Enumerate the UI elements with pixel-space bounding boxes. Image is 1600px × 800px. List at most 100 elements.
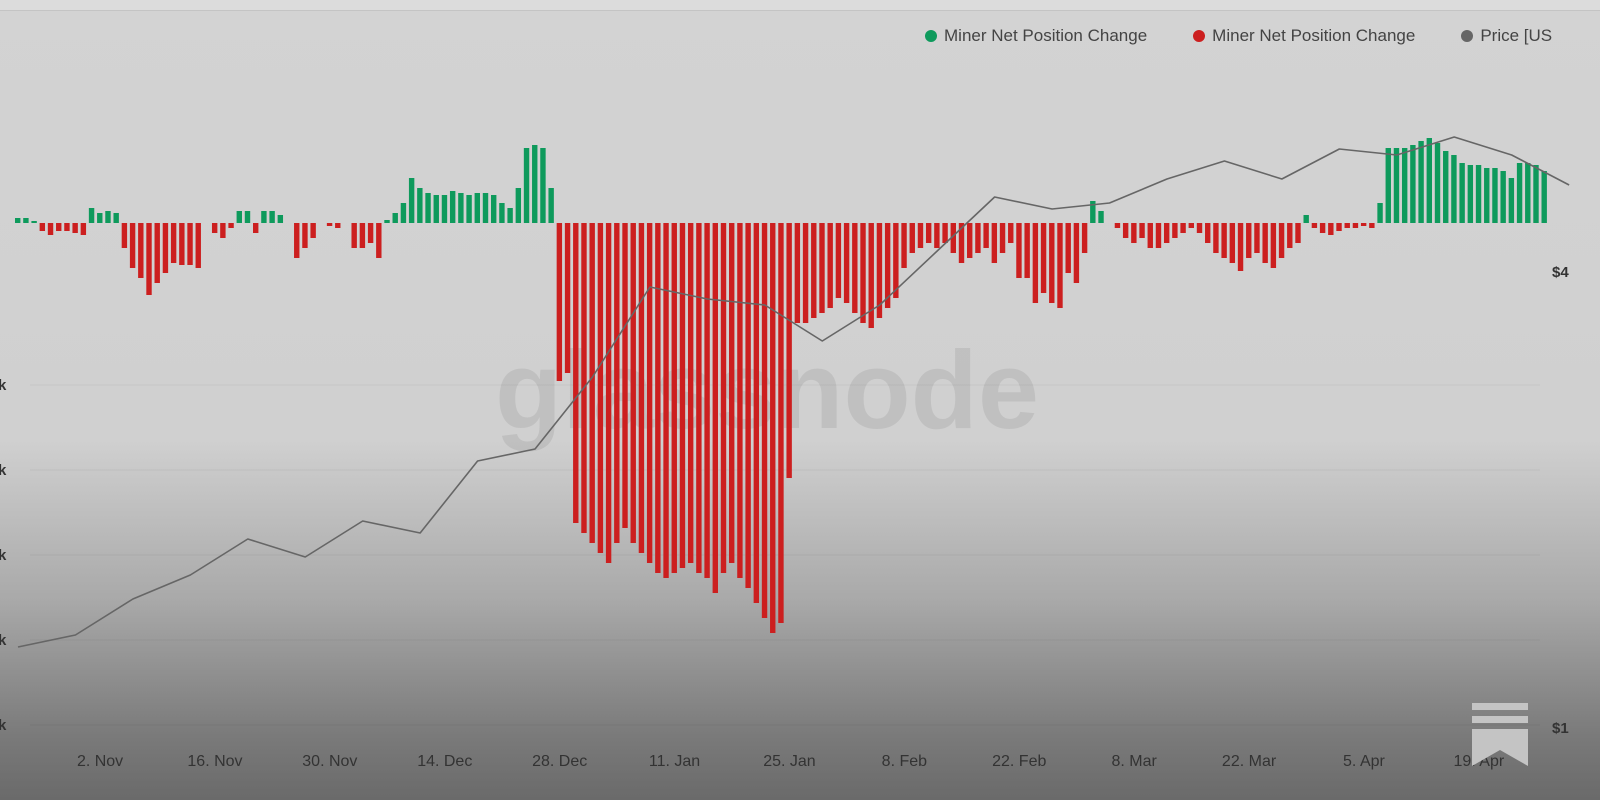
legend-item-red[interactable]: Miner Net Position Change xyxy=(1193,26,1415,46)
left-axis-tick: k xyxy=(0,632,7,649)
bar-negative xyxy=(819,223,825,313)
bar-negative xyxy=(589,223,595,543)
bar-positive xyxy=(417,188,423,223)
left-axis-tick: k xyxy=(0,547,7,564)
bar-positive xyxy=(23,218,29,223)
bar-positive xyxy=(1090,201,1096,223)
bar-negative xyxy=(893,223,899,298)
bar-negative xyxy=(1147,223,1153,248)
bar-positive xyxy=(441,195,448,223)
bar-positive xyxy=(548,188,554,223)
legend-item-price[interactable]: Price [US xyxy=(1461,26,1552,46)
bar-negative xyxy=(934,223,940,248)
bar-negative xyxy=(1139,223,1145,238)
bar-positive xyxy=(1418,141,1424,223)
bar-negative xyxy=(614,223,620,543)
bar-negative xyxy=(80,223,87,235)
bar-negative xyxy=(827,223,833,308)
bar-negative xyxy=(843,223,850,303)
bar-positive xyxy=(1426,138,1433,223)
bar-negative xyxy=(359,223,366,248)
bar-positive xyxy=(1410,145,1416,223)
bar-positive xyxy=(1492,168,1498,223)
bar-negative xyxy=(47,223,54,235)
bar-negative xyxy=(1237,223,1244,271)
bar-positive xyxy=(458,193,464,223)
bar-negative xyxy=(195,223,201,268)
red-dot-icon xyxy=(1193,30,1206,42)
legend-item-green[interactable]: Miner Net Position Change xyxy=(925,26,1147,46)
bar-negative xyxy=(294,223,300,258)
bar-negative xyxy=(573,223,579,523)
bar-negative xyxy=(187,223,193,265)
bar-negative xyxy=(975,223,981,253)
bar-positive xyxy=(277,215,284,223)
bar-negative xyxy=(253,223,259,233)
bar-negative xyxy=(925,223,932,243)
bar-positive xyxy=(88,208,95,223)
bar-negative xyxy=(1032,223,1039,303)
bar-positive xyxy=(1401,148,1408,223)
bar-negative xyxy=(146,223,152,295)
bar-negative xyxy=(1213,223,1219,253)
bar-negative xyxy=(1295,223,1301,243)
bar-positive xyxy=(507,208,513,223)
bar-positive xyxy=(1434,143,1441,223)
bar-negative xyxy=(786,223,792,478)
bar-negative xyxy=(1360,223,1367,226)
bar-negative xyxy=(1311,223,1318,228)
bar-positive xyxy=(540,148,546,223)
bar-positive xyxy=(1541,171,1547,223)
bar-positive xyxy=(1467,165,1474,223)
bar-negative xyxy=(121,223,128,248)
grey-dot-icon xyxy=(1461,30,1474,42)
bar-positive xyxy=(1500,171,1506,223)
bar-negative xyxy=(1319,223,1326,233)
bar-positive xyxy=(384,220,390,223)
x-axis-tick: 8. Mar xyxy=(1111,753,1157,770)
bar-negative xyxy=(1278,223,1285,258)
bar-positive xyxy=(1533,165,1539,223)
bar-negative xyxy=(1369,223,1375,228)
bar-positive xyxy=(392,213,398,223)
bar-negative xyxy=(1065,223,1071,273)
bar-negative xyxy=(811,223,817,318)
bar-positive xyxy=(1393,148,1400,223)
bar-positive xyxy=(236,211,242,223)
bar-negative xyxy=(696,223,702,573)
bar-negative xyxy=(802,223,809,323)
x-axis-tick: 14. Dec xyxy=(417,753,472,770)
x-axis-tick: 2. Nov xyxy=(77,753,123,770)
x-axis-tick: 5. Apr xyxy=(1343,753,1385,770)
bar-negative xyxy=(129,223,136,268)
bar-negative xyxy=(671,223,677,573)
bar-positive xyxy=(1451,155,1457,223)
bar-negative xyxy=(605,223,612,563)
bar-negative xyxy=(1040,223,1047,293)
bar-negative xyxy=(39,223,46,231)
bar-negative xyxy=(138,223,144,278)
bar-negative xyxy=(1024,223,1030,278)
bar-negative xyxy=(999,223,1006,253)
bar-positive xyxy=(97,213,103,223)
bar-negative xyxy=(663,223,669,578)
bar-negative xyxy=(868,223,874,328)
bar-negative xyxy=(1008,223,1014,243)
bar-negative xyxy=(179,223,185,265)
bar-negative xyxy=(860,223,866,323)
bar-positive xyxy=(408,178,415,223)
bar-negative xyxy=(1205,223,1211,243)
x-axis-tick: 25. Jan xyxy=(763,753,815,770)
x-axis-tick: 11. Jan xyxy=(649,753,700,770)
x-axis-tick: 28. Dec xyxy=(532,753,587,770)
bar-positive xyxy=(113,213,119,223)
bar-negative xyxy=(1057,223,1063,308)
bar-negative xyxy=(1196,223,1203,233)
bar-positive xyxy=(1508,178,1515,223)
bar-negative xyxy=(335,223,341,228)
bar-positive xyxy=(31,221,37,223)
bar-negative xyxy=(1352,223,1359,228)
bar-positive xyxy=(1303,215,1309,223)
bar-negative xyxy=(162,223,169,273)
